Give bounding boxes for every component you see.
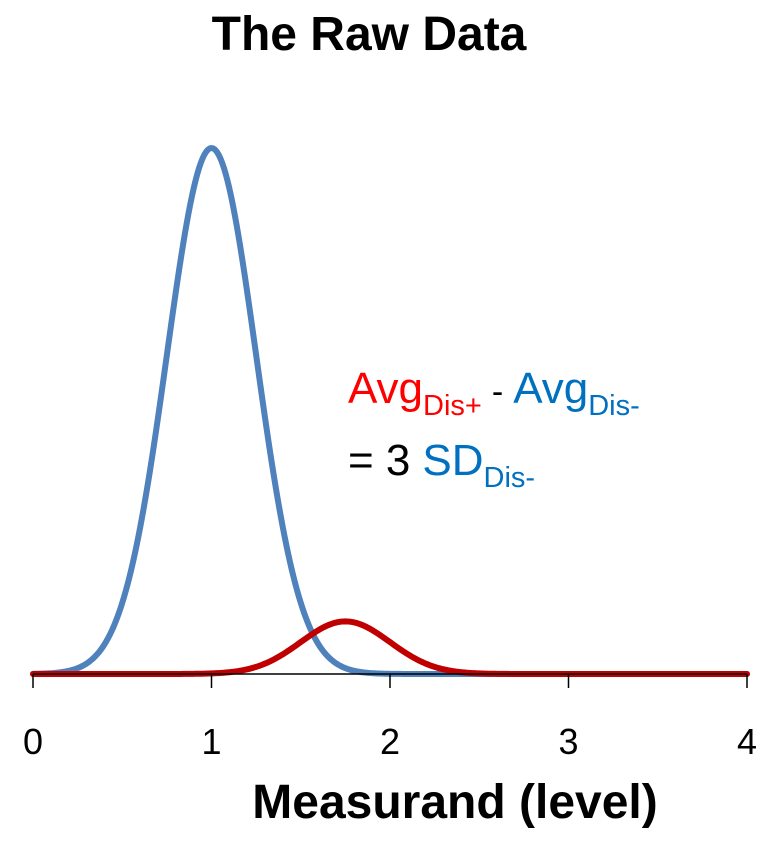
chart-title: The Raw Data	[212, 8, 527, 61]
x-tick-label: 0	[23, 721, 43, 762]
annotation-line-1: AvgDis+ - AvgDis-	[348, 364, 640, 422]
annotation-sd-sub: Dis-	[484, 462, 536, 494]
annotation-line-2: = 3 SDDis-	[348, 436, 535, 494]
annotation-avg-negative: Avg	[513, 364, 588, 413]
annotation-minus: -	[492, 373, 503, 411]
x-tick-label: 3	[558, 721, 578, 762]
x-axis-ticks: 0 1 2 3 4	[23, 674, 757, 762]
x-tick-label: 4	[737, 721, 757, 762]
annotation-sd: SD	[422, 436, 483, 485]
series-curve-red	[30, 618, 750, 677]
x-axis: 0 1 2 3 4	[23, 673, 757, 762]
annotation-equals-three: = 3	[348, 436, 410, 485]
x-axis-label: Measurand (level)	[252, 776, 657, 829]
x-tick-label: 1	[201, 721, 221, 762]
difference-annotation: AvgDis+ - AvgDis- = 3 SDDis-	[348, 364, 640, 494]
annotation-avg-positive-sub: Dis+	[423, 390, 482, 422]
x-tick-label: 2	[380, 721, 400, 762]
annotation-avg-negative-sub: Dis-	[588, 390, 640, 422]
annotation-avg-positive: Avg	[348, 364, 423, 413]
